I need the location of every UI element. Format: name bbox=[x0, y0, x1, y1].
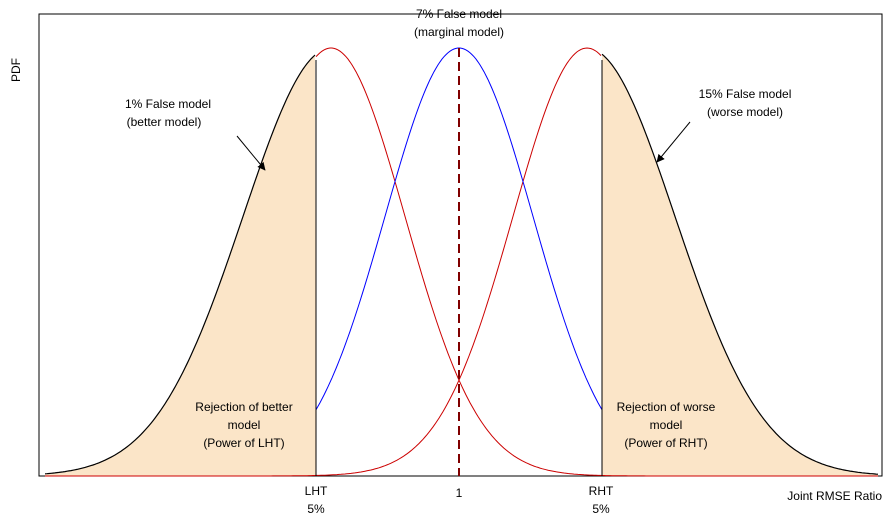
right-region-label-line1: Rejection of worse bbox=[617, 400, 716, 414]
left-region-label-line2: model bbox=[228, 418, 261, 432]
x-axis-label: Joint RMSE Ratio bbox=[787, 489, 882, 503]
worse-model-arrow bbox=[656, 121, 691, 163]
right-region-label-line3: (Power of RHT) bbox=[624, 436, 707, 450]
worse-model-label-line2: (worse model) bbox=[707, 105, 783, 119]
better-model-label-line1: 1% False model bbox=[125, 97, 211, 111]
x-tick-lht: LHT bbox=[305, 484, 328, 498]
title-line2: (marginal model) bbox=[414, 25, 504, 39]
y-axis-label: PDF bbox=[9, 58, 23, 82]
better-model-arrow bbox=[236, 135, 266, 171]
left-region-label-line3: (Power of LHT) bbox=[203, 436, 284, 450]
worse-model-curve bbox=[601, 53, 879, 475]
null-curve-right bbox=[45, 47, 602, 477]
left-rejection-region bbox=[45, 55, 316, 476]
better-model-curve bbox=[44, 54, 316, 475]
x-tick-rht-pct: 5% bbox=[592, 502, 610, 516]
right-region-label-line2: model bbox=[650, 418, 683, 432]
better-model-label-line2: (better model) bbox=[127, 115, 202, 129]
x-tick-lht-pct: 5% bbox=[307, 502, 325, 516]
left-region-label-line1: Rejection of better bbox=[195, 400, 292, 414]
x-tick-center: 1 bbox=[456, 486, 463, 500]
worse-model-label-line1: 15% False model bbox=[699, 87, 792, 101]
title-line1: 7% False model bbox=[416, 7, 502, 21]
right-rejection-region bbox=[602, 54, 878, 476]
x-tick-rht: RHT bbox=[589, 484, 614, 498]
null-curve-left bbox=[315, 47, 878, 477]
